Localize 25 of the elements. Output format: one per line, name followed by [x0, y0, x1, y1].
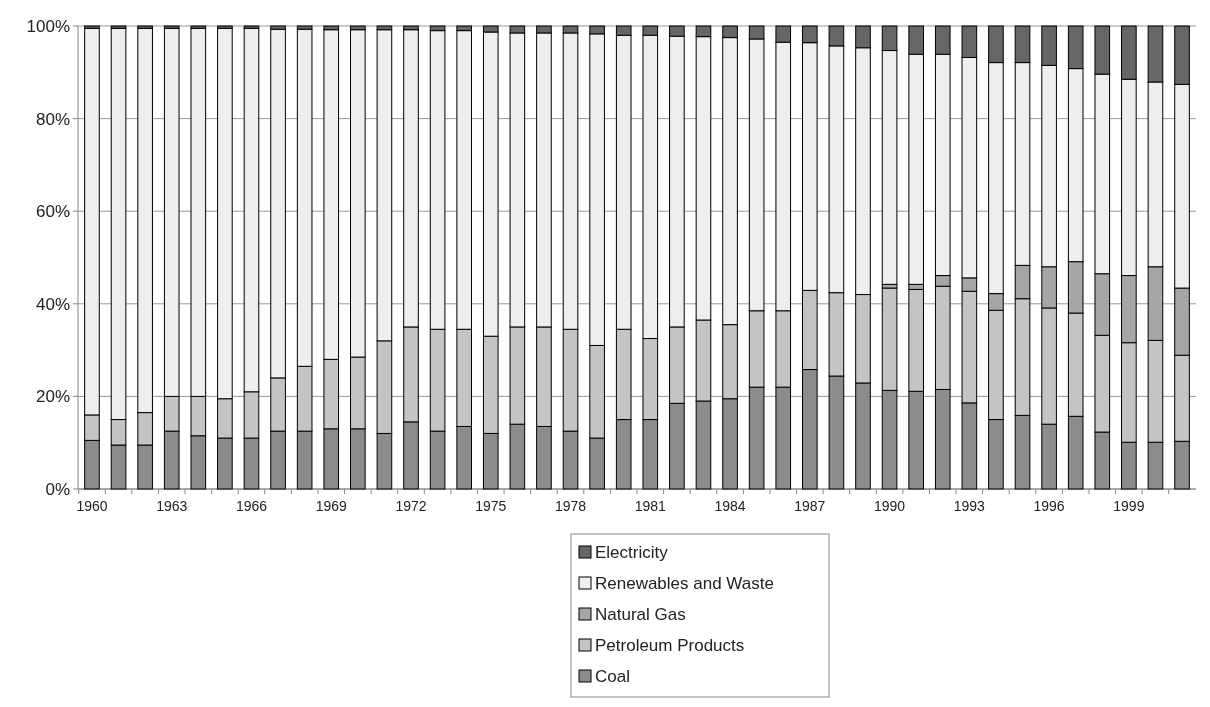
- y-tick-label: 40%: [35, 294, 70, 314]
- x-tick-label: 1981: [634, 498, 667, 514]
- y-tick-label: 100%: [26, 16, 70, 36]
- legend-label: Coal: [595, 666, 630, 686]
- x-tick-label: 1984: [714, 498, 746, 514]
- legend-label: Petroleum Products: [595, 635, 745, 655]
- x-tick-label: 1999: [1113, 498, 1145, 514]
- x-tick-label: 1975: [475, 498, 507, 514]
- x-tick-label: 1993: [953, 498, 986, 514]
- legend-label: Natural Gas: [595, 604, 686, 624]
- x-tick-label: 1972: [395, 498, 427, 514]
- y-tick-label: 80%: [35, 109, 70, 129]
- x-tick-label: 1966: [235, 498, 268, 514]
- x-tick-label: 1987: [794, 498, 826, 514]
- legend-label: Electricity: [595, 542, 669, 562]
- y-tick-label: 0%: [45, 479, 70, 499]
- x-tick-label: 1978: [554, 498, 587, 514]
- x-tick-label: 1990: [874, 498, 906, 514]
- x-tick-label: 1969: [315, 498, 348, 514]
- y-tick-label: 60%: [35, 202, 70, 222]
- y-tick-label: 20%: [35, 387, 70, 407]
- x-tick-label: 1960: [76, 498, 108, 514]
- x-tick-label: 1963: [156, 498, 188, 514]
- legend-label: Renewables and Waste: [595, 573, 774, 593]
- x-tick-label: 1996: [1033, 498, 1065, 514]
